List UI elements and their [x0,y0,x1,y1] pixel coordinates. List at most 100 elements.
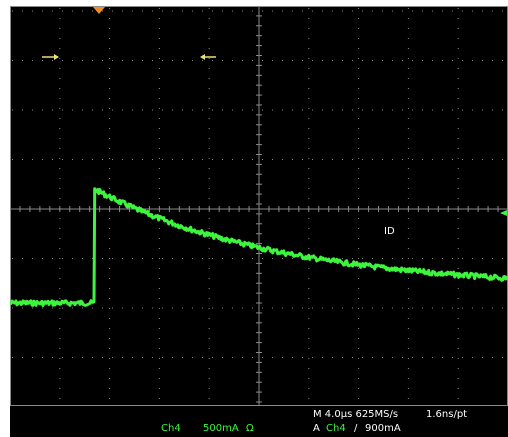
grid-dot [407,138,409,139]
trigger-position-icon[interactable] [93,7,105,14]
grid-dot [308,328,310,329]
grid-dot [358,358,360,359]
grid-dot [208,188,210,189]
grid-dot [182,258,183,259]
grid-dot [158,38,160,39]
grid-dot [292,357,293,358]
grid-dot [262,10,263,12]
grid-dot [412,307,413,309]
grid-dot [62,307,63,309]
grid-dot [502,159,503,160]
grid-dot [308,98,310,99]
grid-dot [272,159,273,160]
grid-dot [358,238,360,239]
grid-dot [358,68,360,69]
grid-dot [407,288,409,289]
grid-dot [372,60,373,61]
grid-dot [112,10,113,12]
grid-dot [202,109,203,111]
grid-dot [158,358,160,359]
grid-dot [252,109,253,111]
grid-dot [492,357,493,358]
cursor-arrow-right-icon[interactable] [42,54,59,60]
grid-dot [482,159,483,160]
grid-dot [109,218,111,219]
graticule [10,6,508,406]
grid-dot [282,60,283,61]
grid-dot [142,357,143,358]
grid-dot [407,328,409,329]
grid-dot [322,10,323,12]
grid-dot [352,60,353,61]
grid-dot [182,109,183,111]
channel-label: Ch4 [161,423,181,434]
grid-dot [308,218,310,219]
grid-dot [109,8,111,9]
grid-dot [132,307,133,309]
grid-dot [312,60,313,61]
grid-dot [162,10,163,12]
grid-dot [407,358,409,359]
grid-dot [122,159,123,160]
grid-dot [352,159,353,160]
grid-dot [202,357,203,358]
grid-dot [12,109,13,111]
grid-dot [332,307,333,309]
grid-dot [382,307,383,309]
grid-dot [358,318,360,319]
grid-dot [252,307,253,309]
grid-dot [109,388,111,389]
grid-dot [308,368,310,369]
grid-dot [502,60,503,61]
grid-dot [407,118,409,119]
grid-dot [457,378,459,379]
grid-dot [407,88,409,89]
grid-dot [208,238,210,239]
grid-dot [308,58,310,59]
grid-dot [158,98,160,99]
grid-dot [472,159,473,160]
grid-dot [308,38,310,39]
grid-dot [122,60,123,61]
grid-dot [82,357,83,358]
grid-dot [222,258,223,259]
grid-dot [308,398,310,399]
grid-dot [92,10,93,12]
grid-dot [308,198,310,199]
grid-dot [352,357,353,358]
grid-dot [222,109,223,111]
cursor-arrow-left-icon[interactable] [200,54,216,60]
grid-dot [392,10,393,12]
grid-dot [158,388,160,389]
grid-dot [457,368,459,369]
grid-dot [92,109,93,111]
resolution-readout: 1.6ns/pt [426,409,468,420]
grid-dot [407,58,409,59]
grid-dot [109,318,111,319]
grid-dot [482,307,483,309]
grid-dot [322,159,323,160]
grid-dot [457,268,459,269]
grid-dot [142,159,143,160]
grid-dot [432,258,433,259]
grid-dot [302,159,303,160]
grid-dot [308,318,310,319]
grid-dot [412,258,413,259]
grid-dot [112,109,113,111]
grid-dot [457,188,459,189]
grid-dot [282,258,283,259]
grid-dot [407,178,409,179]
grid-dot [12,159,13,160]
grid-dot [407,308,409,309]
ground-level-icon[interactable] [500,210,507,216]
grid-dot [462,307,463,309]
grid-dot [208,158,210,159]
grid-dot [462,258,463,259]
grid-dot [32,357,33,358]
grid-dot [407,68,409,69]
grid-dot [109,28,111,29]
grid-dot [158,288,160,289]
grid-dot [109,108,111,109]
grid-dot [222,357,223,358]
grid-dot [208,178,210,179]
